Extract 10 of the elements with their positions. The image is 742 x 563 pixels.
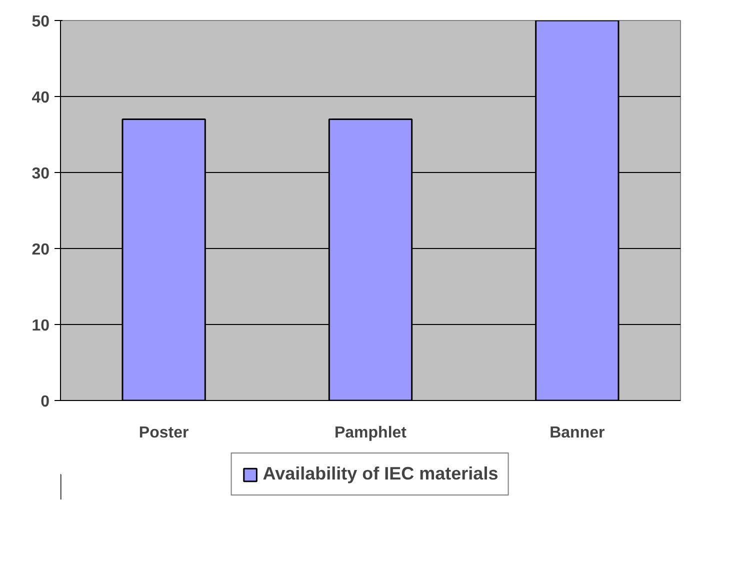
x-tick-label: Pamphlet [334, 424, 408, 442]
y-tick-label: 0 [40, 394, 50, 410]
y-tick-label: 20 [32, 242, 50, 258]
legend-label: Availability of IEC materials [262, 464, 498, 484]
y-tick-label: 10 [32, 318, 50, 334]
x-tick-label: Poster [138, 424, 189, 442]
y-tick-label: 30 [32, 166, 50, 182]
y-tick-label: 50 [32, 14, 50, 30]
y-tick-label: 40 [32, 90, 50, 106]
x-tick-label: Banner [550, 424, 605, 442]
